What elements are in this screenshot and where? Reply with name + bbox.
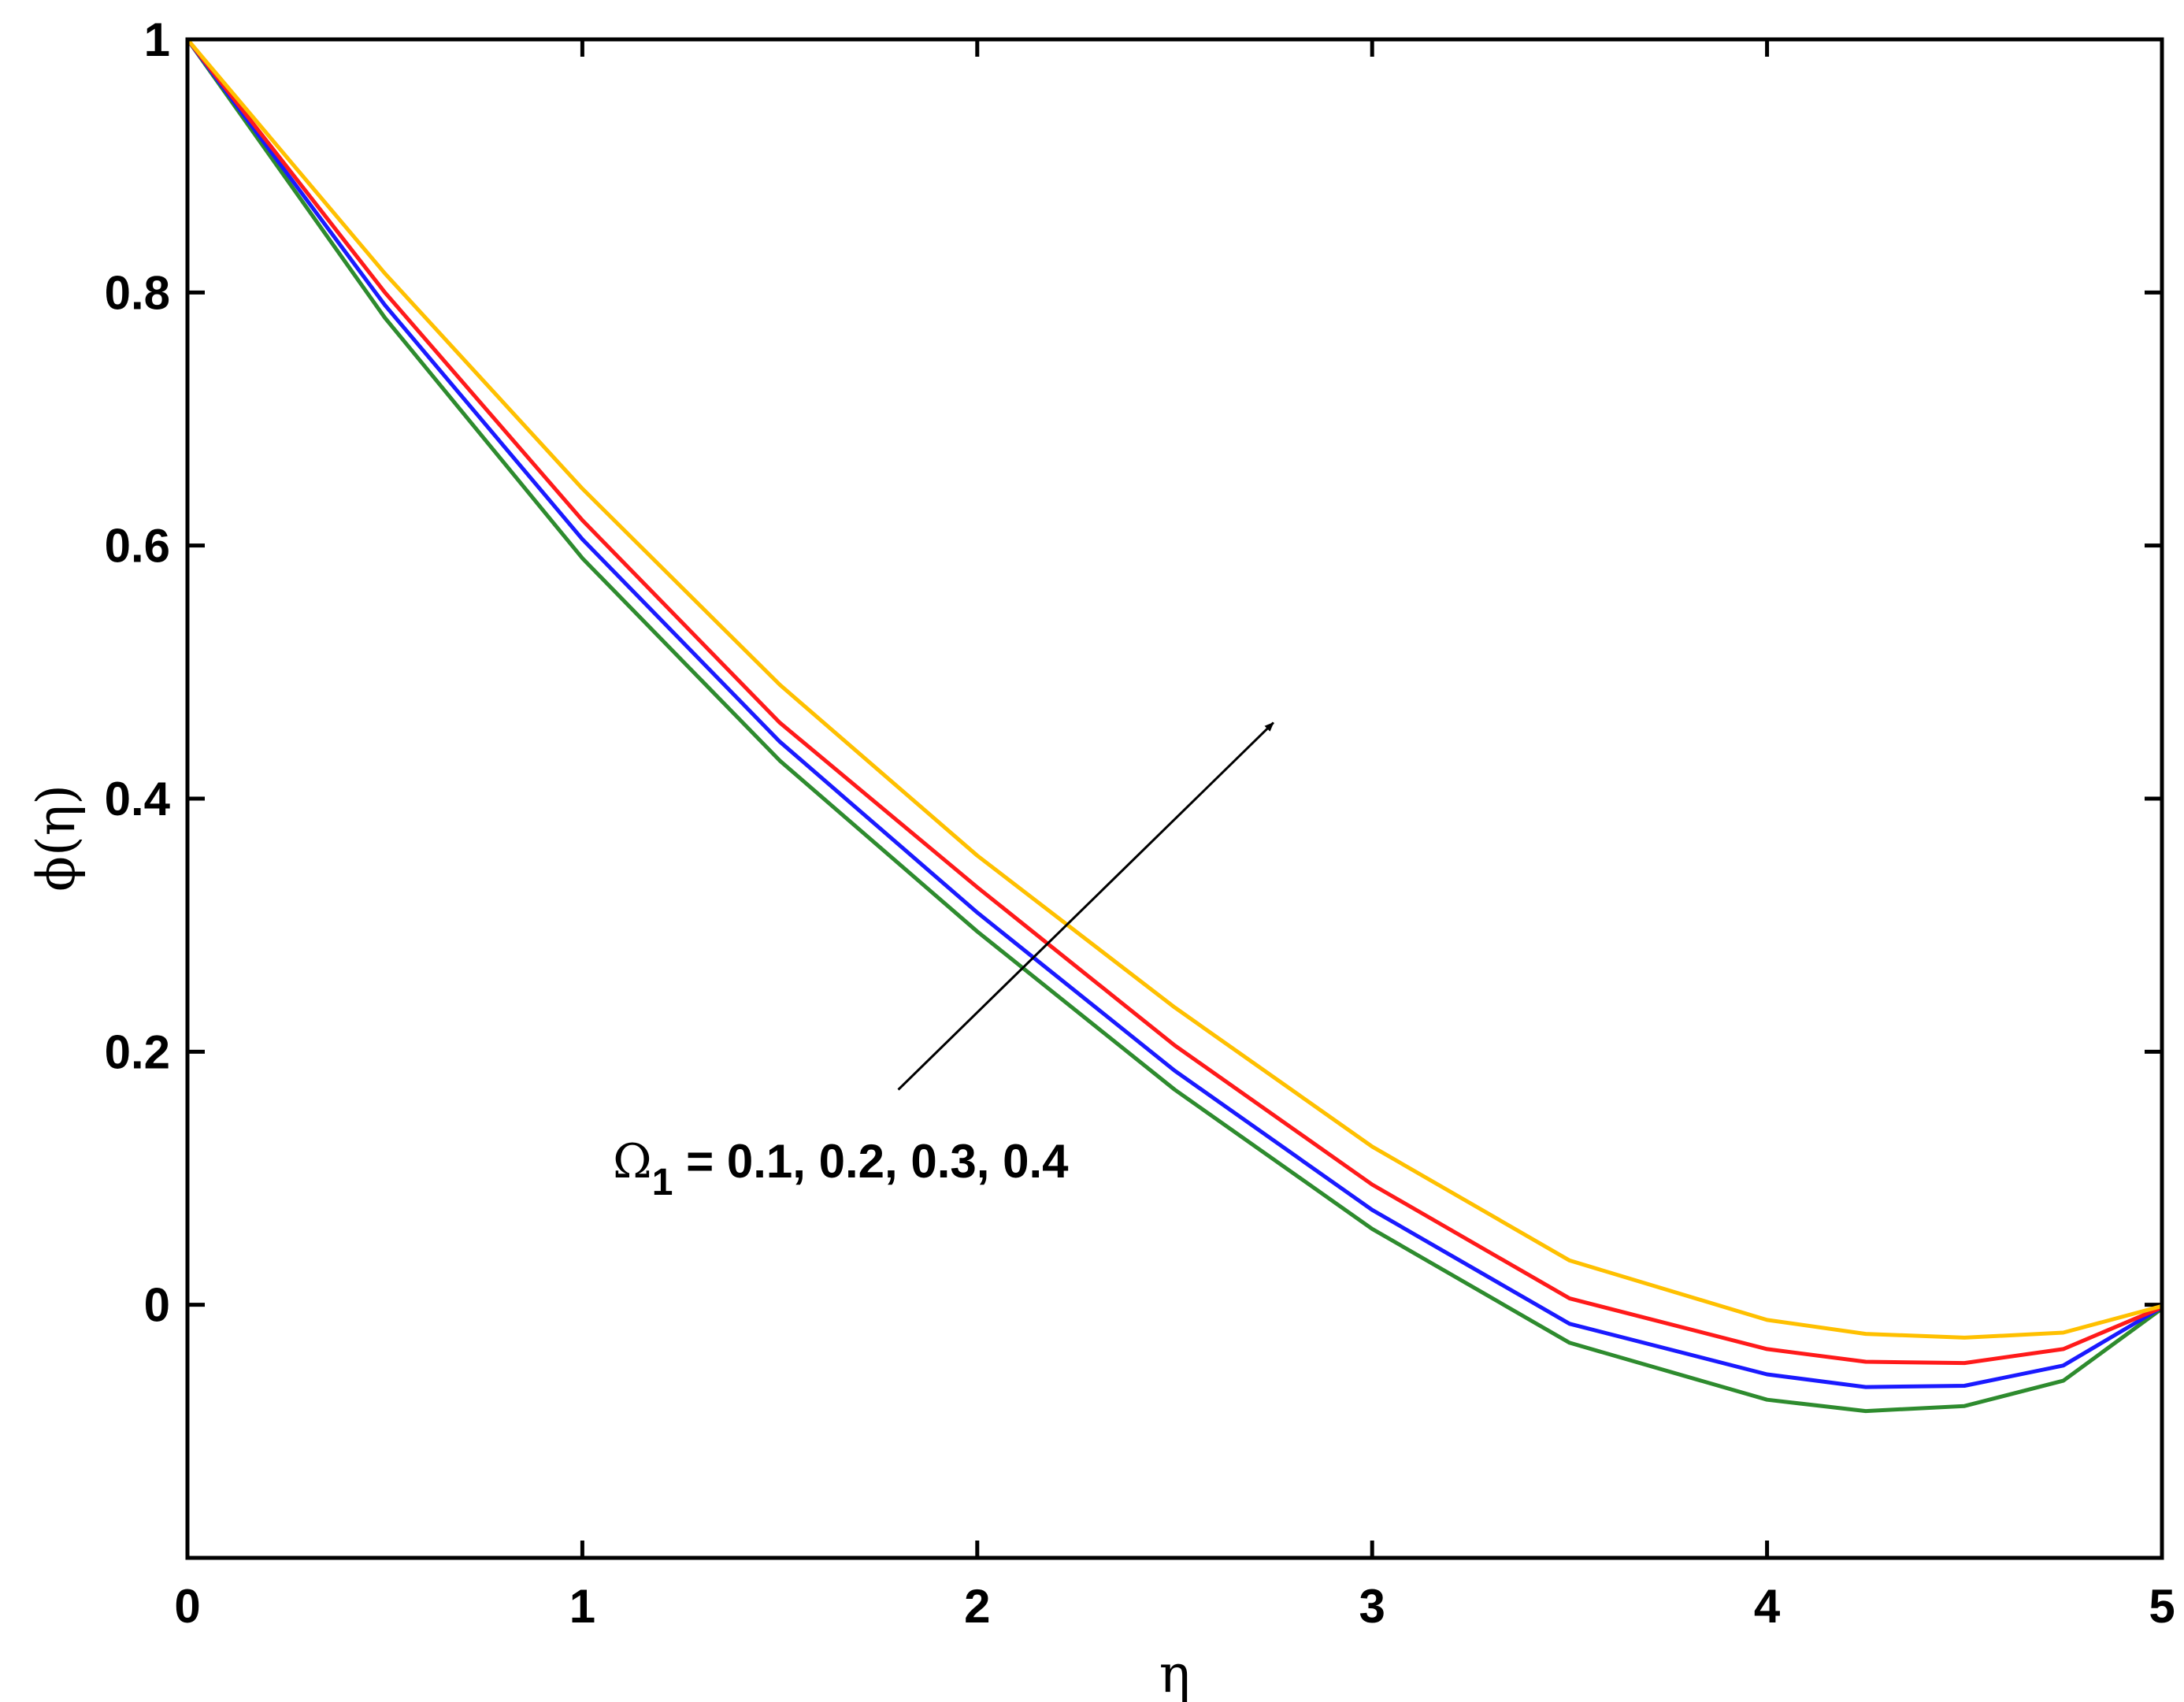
series-line-1 [187,39,2162,1411]
y-tick-label: 0.4 [105,773,171,825]
x-tick-label: 2 [964,1580,990,1633]
series-lines [187,39,2162,1411]
annotation-subscript: 1 [652,1162,673,1203]
plot-frame [187,39,2162,1558]
x-tick-label: 0 [174,1580,200,1633]
y-axis-label: ϕ(η) [26,784,87,892]
y-tick-label: 0.8 [105,266,170,319]
y-tick-label: 0.6 [105,520,170,573]
annotation-values: = 0.1, 0.2, 0.3, 0.4 [673,1135,1069,1188]
x-tick-label: 1 [569,1580,595,1633]
series-line-2 [187,39,2162,1387]
y-tick-label: 1 [144,13,170,66]
y-tick-label: 0 [144,1279,170,1332]
annotation-label: Ω1 = 0.1, 0.2, 0.3, 0.4 [613,1134,1069,1203]
x-tick-label: 4 [1754,1580,1781,1633]
annotation-symbol: Ω [613,1134,652,1189]
series-line-3 [187,39,2162,1363]
x-tick-label: 5 [2149,1580,2175,1633]
annotation-arrow [899,723,1274,1090]
x-axis-label: η [1159,1644,1191,1702]
y-tick-labels: 0 0.2 0.4 0.6 0.8 1 [105,13,171,1332]
x-tick-label: 3 [1359,1580,1385,1633]
series-line-4 [187,39,2162,1337]
tick-marks [187,39,2162,1558]
y-tick-label: 0.2 [105,1025,170,1078]
x-tick-labels: 0 1 2 3 4 5 [174,1580,2175,1633]
